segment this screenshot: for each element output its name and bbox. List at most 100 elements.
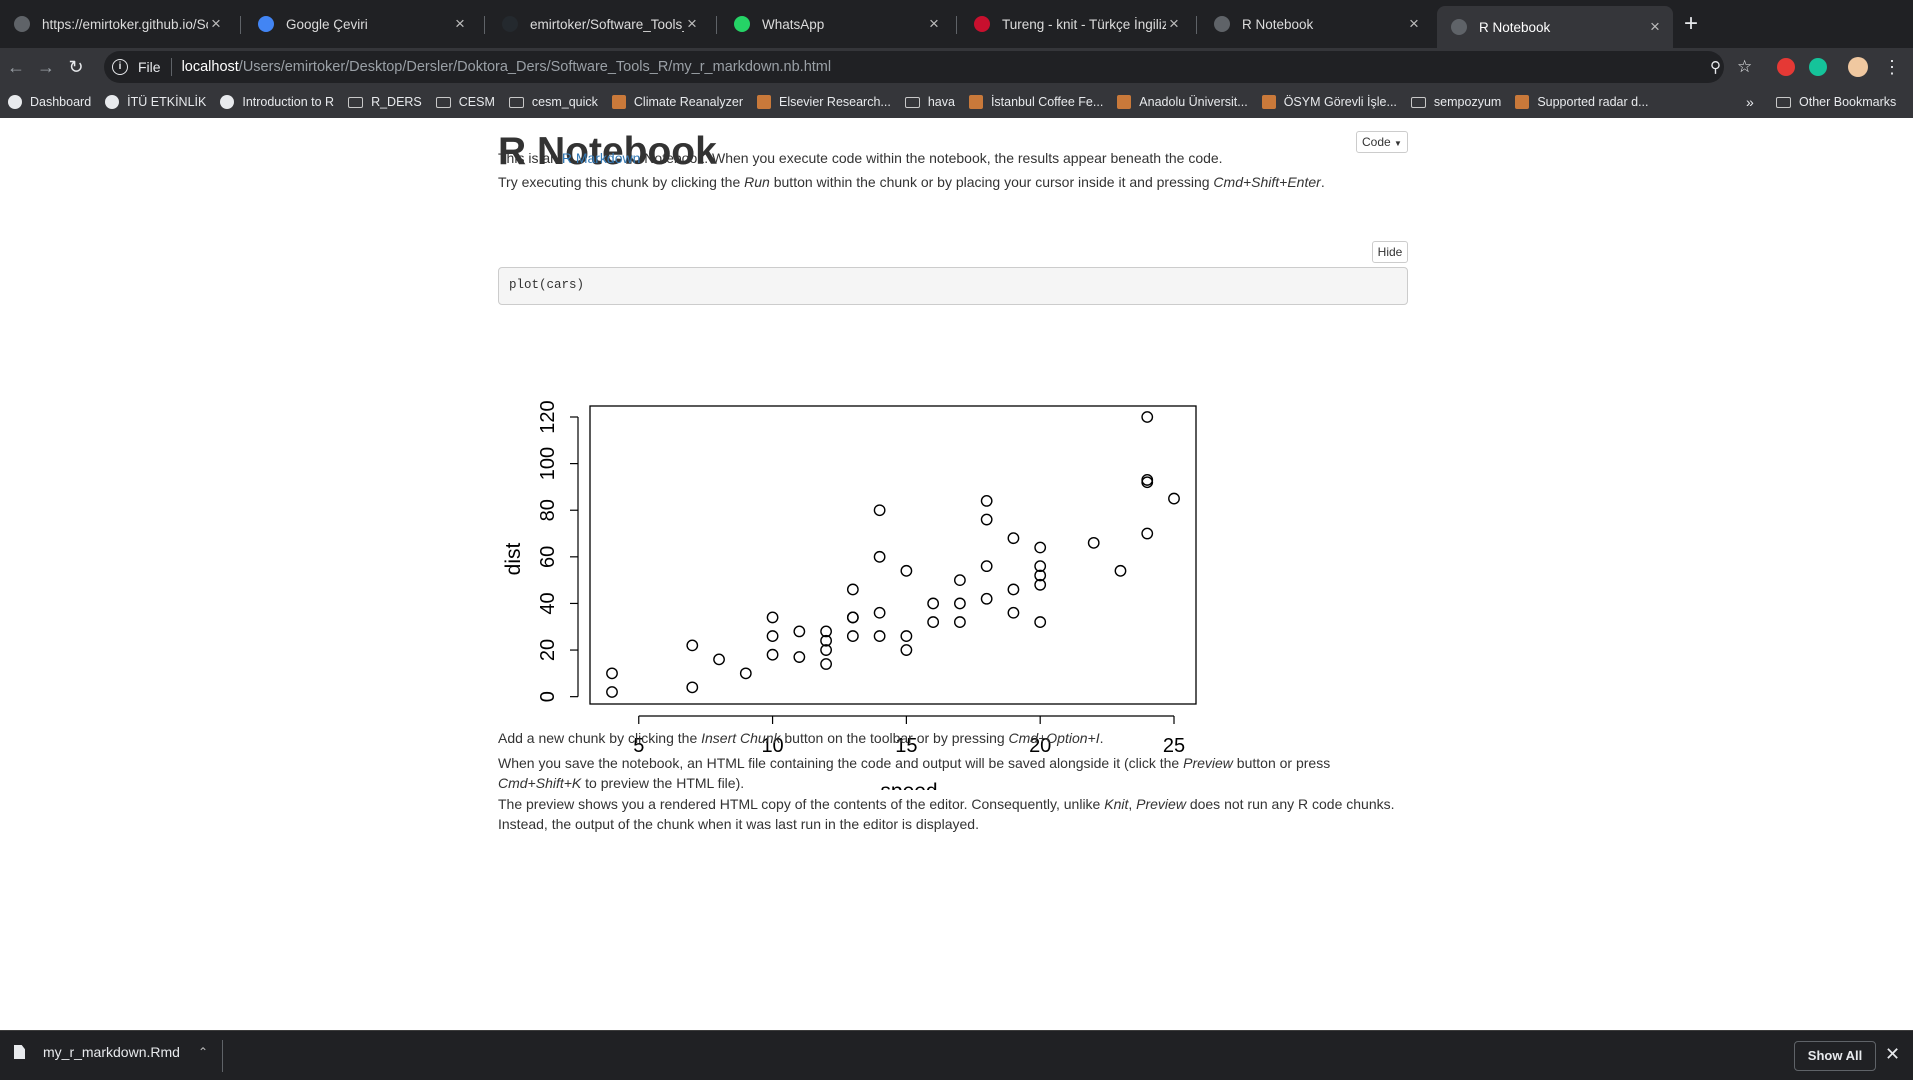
reload-button[interactable]: ↻ [68,57,84,77]
data-point [927,616,940,628]
data-point [900,630,913,642]
data-point [846,583,859,596]
tab-separator [716,16,717,34]
other-bookmarks-label: Other Bookmarks [1799,95,1897,109]
new-tab-button[interactable]: + [1684,10,1699,37]
tab-7[interactable]: R Notebook × [1437,6,1673,48]
bookmark-item[interactable]: Dashboard [8,95,91,109]
tab-5[interactable]: Tureng - knit - Türkçe İngilizce × [960,8,1192,40]
info-icon[interactable]: i [112,59,128,75]
bookmarks-overflow-chevron[interactable]: » [1746,94,1754,110]
data-point [1141,411,1154,423]
bookmark-label: Elsevier Research... [778,95,891,109]
tab-close-icon[interactable]: × [1169,14,1179,33]
menu-icon[interactable]: ⋮ [1883,56,1901,77]
tab-close-icon[interactable]: × [1650,17,1660,36]
chevron-up-icon[interactable]: ⌃ [197,1045,208,1059]
code-button-label: Code [1362,135,1391,149]
other-bookmarks[interactable]: Other Bookmarks [1776,95,1896,109]
bookmark-item[interactable]: cesm_quick [508,95,598,109]
save-text-4: Cmd+Shift+K [498,775,582,791]
tab-4[interactable]: WhatsApp × [720,8,952,40]
y-tick-label: 20 [537,639,559,661]
tab-3[interactable]: emirtoker/Software_Tools_R_G× [488,8,710,40]
folder-icon [1410,96,1426,108]
grammarly-icon[interactable] [1809,58,1827,76]
folder-icon [1776,96,1791,108]
close-icon[interactable]: ✕ [1885,1044,1901,1064]
bookmark-item[interactable]: Anadolu Üniversit... [1117,95,1248,109]
bookmark-label: CESM [458,95,495,109]
save-text-1: When you save the notebook, an HTML file… [498,755,1184,771]
preview-text-1: The preview shows you a rendered HTML co… [498,796,1105,812]
tab-separator [240,16,241,34]
data-point [1114,564,1127,577]
save-text-3: button or press [1232,755,1331,771]
data-point [846,611,859,624]
bookmark-item[interactable]: Climate Reanalyzer [611,95,743,109]
tab-separator [484,16,485,34]
tab-close-icon[interactable]: × [1409,14,1419,33]
download-item[interactable]: my_r_markdown.Rmd ⌃ [14,1044,208,1060]
bookmark-item[interactable]: hava [904,95,955,109]
x-tick-label: 5 [633,735,644,757]
address-bar[interactable]: i File localhost/Users/emirtoker/Desktop… [104,51,1724,83]
globe-icon [8,95,22,109]
site-icon [1261,95,1276,109]
tab-title: Google Çeviri [286,16,368,32]
insert-text-5: . [1099,730,1104,746]
tab-favicon-icon [734,16,750,32]
data-point [1007,606,1020,619]
bookmark-item[interactable]: Supported radar d... [1515,95,1649,109]
tab-close-icon[interactable]: × [687,14,697,33]
data-point [1034,560,1047,573]
extension-icon-red[interactable] [1777,58,1795,76]
tab-favicon-icon [974,16,990,32]
bookmark-item[interactable]: R_DERS [348,95,422,109]
site-icon [756,95,771,109]
data-point [1034,578,1047,591]
data-point [686,681,699,694]
bookmark-star-icon[interactable]: ☆ [1737,57,1753,76]
paragraph-preview: The preview shows you a rendered HTML co… [498,794,1408,834]
tab-close-icon[interactable]: × [455,14,465,33]
site-icon [1515,95,1530,109]
bookmark-item[interactable]: Introduction to R [220,95,334,109]
show-all-button[interactable]: Show All [1794,1041,1876,1071]
zoom-icon[interactable]: ⚲ [1710,59,1721,76]
tab-2[interactable]: Google Çeviri × [244,8,478,40]
tab-close-icon[interactable]: × [929,14,939,33]
bookmark-item[interactable]: İstanbul Coffee Fe... [968,95,1103,109]
x-tick-label: 15 [895,735,917,757]
profile-avatar[interactable] [1848,57,1868,77]
bookmark-item[interactable]: sempozyum [1410,95,1501,109]
url-divider [170,58,172,76]
tab-favicon-icon [1451,19,1467,35]
data-point [873,606,886,619]
bookmark-item[interactable]: Elsevier Research... [756,95,891,109]
forward-button[interactable]: → [37,57,55,77]
data-point [766,648,779,661]
tab-separator [956,16,957,34]
r-markdown-link[interactable]: R Markdown [561,150,641,166]
tab-6[interactable]: R Notebook × [1200,8,1432,40]
bookmark-item[interactable]: İTÜ ETKİNLİK [105,95,206,109]
y-tick-label: 80 [537,499,559,521]
bookmark-label: İTÜ ETKİNLİK [127,95,207,109]
hide-code-button[interactable]: Hide [1372,241,1408,263]
insert-text-4: Cmd+Option+I [1008,730,1100,746]
site-icon [968,95,983,109]
x-tick-label: 20 [1029,735,1051,757]
back-button[interactable]: ← [7,57,25,77]
bookmark-label: R_DERS [371,95,422,109]
tab-close-icon[interactable]: × [211,14,221,33]
code-dropdown-button[interactable]: Code ▼ [1356,131,1408,153]
data-point [793,625,806,638]
bookmarks-bar: Dashboard İTÜ ETKİNLİK Introduction to R R_… [0,86,1913,119]
data-point [1034,616,1047,628]
data-point [873,550,886,563]
bookmark-item[interactable]: ÖSYM Görevli İşle... [1261,95,1397,109]
bookmark-item[interactable]: CESM [435,95,495,109]
tab-1[interactable]: https://emirtoker.github.io/Soft × [0,8,234,40]
bookmark-label: ÖSYM Görevli İşle... [1283,95,1397,109]
